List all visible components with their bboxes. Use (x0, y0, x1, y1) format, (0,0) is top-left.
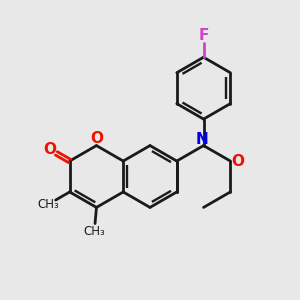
Text: O: O (90, 131, 103, 146)
Text: CH₃: CH₃ (38, 198, 59, 211)
Text: CH₃: CH₃ (83, 225, 105, 238)
Text: O: O (231, 154, 244, 169)
Text: N: N (196, 132, 208, 147)
Text: F: F (198, 28, 209, 43)
Text: O: O (43, 142, 56, 157)
